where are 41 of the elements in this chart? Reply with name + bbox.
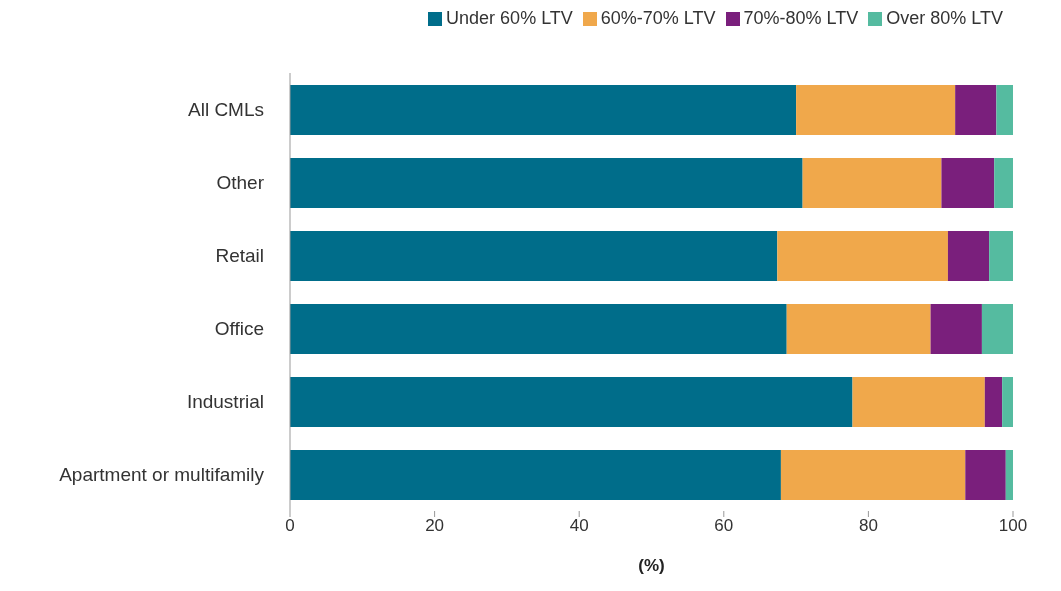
bar bbox=[930, 304, 982, 354]
x-tick-label: 60 bbox=[714, 516, 734, 536]
bar bbox=[852, 377, 985, 427]
bar bbox=[996, 85, 1013, 135]
bar bbox=[955, 85, 997, 135]
bar bbox=[947, 231, 990, 281]
x-tick-label: 40 bbox=[569, 516, 589, 536]
bar bbox=[965, 450, 1006, 500]
bar bbox=[290, 85, 797, 135]
bar bbox=[994, 158, 1013, 208]
bar bbox=[981, 304, 1013, 354]
legend-label: Over 80% LTV bbox=[886, 8, 1003, 28]
bar bbox=[984, 377, 1003, 427]
bar bbox=[290, 450, 781, 500]
x-tick-label: 20 bbox=[425, 516, 445, 536]
bar bbox=[1002, 377, 1013, 427]
bar bbox=[802, 158, 942, 208]
bar bbox=[989, 231, 1013, 281]
x-tick-label: 80 bbox=[858, 516, 878, 536]
legend-label: 60%-70% LTV bbox=[600, 8, 716, 28]
x-axis-title: (%) bbox=[638, 556, 665, 575]
bar bbox=[290, 377, 853, 427]
bar bbox=[290, 231, 778, 281]
bar bbox=[780, 450, 966, 500]
bar bbox=[290, 304, 787, 354]
bar bbox=[941, 158, 995, 208]
legend-label: 70%-80% LTV bbox=[743, 8, 859, 28]
y-tick-label: Office bbox=[214, 318, 264, 340]
y-tick-label: Other bbox=[216, 172, 265, 194]
bar bbox=[290, 158, 803, 208]
bar bbox=[796, 85, 956, 135]
bar bbox=[777, 231, 948, 281]
x-tick-label: 0 bbox=[285, 516, 295, 536]
y-tick-label: Industrial bbox=[186, 391, 264, 413]
bar bbox=[1005, 450, 1013, 500]
bar bbox=[786, 304, 931, 354]
legend-label: Under 60% LTV bbox=[446, 8, 573, 28]
y-tick-label: Retail bbox=[215, 245, 264, 267]
y-tick-label: All CMLs bbox=[187, 99, 264, 121]
y-tick-label: Apartment or multifamily bbox=[59, 464, 265, 486]
x-tick-label: 100 bbox=[998, 516, 1028, 536]
